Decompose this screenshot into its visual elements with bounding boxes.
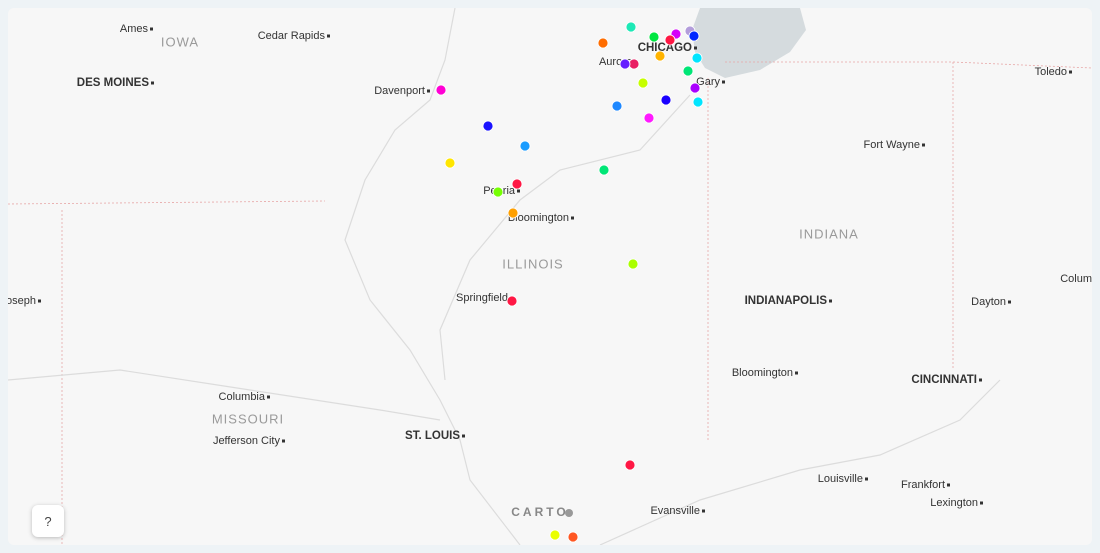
city-dot	[947, 483, 950, 487]
city-label: Colum	[1060, 273, 1092, 285]
city-dot	[517, 189, 520, 193]
marker	[598, 164, 610, 176]
city-dot	[694, 46, 697, 50]
city-dot	[702, 509, 705, 513]
city-dot	[462, 434, 465, 438]
marker	[689, 82, 701, 94]
city-label: Lexington	[930, 497, 978, 509]
city-label: Ames	[120, 23, 149, 35]
marker	[482, 120, 494, 132]
city-dot	[151, 81, 154, 85]
marker	[643, 112, 655, 124]
map-canvas: IOWA ILLINOIS INDIANA MISSOURI Ames Cedar Rap…	[8, 8, 1092, 545]
map[interactable]: IOWA ILLINOIS INDIANA MISSOURI Ames Cedar Rap…	[8, 8, 1092, 545]
marker	[507, 207, 519, 219]
attribution: CARTO	[511, 505, 568, 519]
marker	[567, 531, 579, 543]
marker	[519, 140, 531, 152]
city-label: Jefferson City	[213, 435, 281, 447]
city-label: Fort Wayne	[864, 139, 920, 151]
marker	[597, 37, 609, 49]
city-dot	[922, 143, 925, 147]
marker	[506, 295, 518, 307]
city-dot	[327, 34, 330, 38]
city-dot	[427, 89, 430, 93]
state-label: IOWA	[161, 34, 199, 49]
state-label: ILLINOIS	[502, 256, 563, 271]
marker	[435, 84, 447, 96]
city-dot	[150, 27, 153, 31]
marker	[682, 65, 694, 77]
marker	[624, 459, 636, 471]
city-label: DES MOINES	[77, 77, 150, 89]
city-dot	[282, 439, 285, 443]
city-dot	[795, 371, 798, 375]
city-label: ST. LOUIS	[405, 430, 460, 442]
marker	[619, 58, 631, 70]
city-dot	[38, 299, 41, 303]
marker	[692, 96, 704, 108]
city-label: Bloomington	[732, 367, 793, 379]
markers	[435, 21, 704, 543]
city-label: Gary	[696, 76, 720, 88]
marker	[660, 94, 672, 106]
help-button[interactable]: ?	[32, 505, 64, 537]
city-dot	[979, 378, 982, 382]
city-label: INDIANAPOLIS	[745, 295, 828, 307]
city-label: CINCINNATI	[911, 374, 977, 386]
marker	[625, 21, 637, 33]
lake-michigan	[692, 8, 806, 78]
marker	[637, 77, 649, 89]
city-label: oseph	[8, 295, 36, 307]
state-label: MISSOURI	[212, 411, 284, 426]
city-label: CHICAGO	[638, 42, 692, 54]
city-label: Frankfort	[901, 479, 945, 491]
marker	[628, 58, 640, 70]
marker	[648, 31, 660, 43]
city-dot	[571, 216, 574, 220]
city-label: Louisville	[818, 473, 863, 485]
marker	[611, 100, 623, 112]
city-label: Davenport	[374, 85, 425, 97]
city-dot	[1008, 300, 1011, 304]
labels: IOWA ILLINOIS INDIANA MISSOURI Ames Cedar Rap…	[8, 23, 1092, 519]
city-label: Evansville	[650, 505, 700, 517]
state-label: INDIANA	[799, 226, 859, 241]
city-dot	[267, 395, 270, 399]
city-label: Springfield	[456, 292, 508, 304]
marker	[688, 30, 700, 42]
city-label: Toledo	[1035, 66, 1067, 78]
city-label: Columbia	[219, 391, 266, 403]
rivers	[8, 8, 1001, 545]
city-label: Dayton	[971, 296, 1006, 308]
state-borders	[8, 61, 1092, 545]
attribution-dot	[565, 509, 573, 517]
marker	[492, 186, 504, 198]
marker	[691, 52, 703, 64]
city-dot	[865, 477, 868, 481]
marker	[627, 258, 639, 270]
city-label: Cedar Rapids	[258, 30, 326, 42]
city-label: Bloomington	[508, 212, 569, 224]
marker	[664, 34, 676, 46]
city-dot	[1069, 70, 1072, 74]
city-dot	[829, 299, 832, 303]
marker	[654, 50, 666, 62]
marker	[511, 178, 523, 190]
city-dot	[722, 80, 725, 84]
marker	[444, 157, 456, 169]
city-dot	[980, 501, 983, 505]
marker	[549, 529, 561, 541]
